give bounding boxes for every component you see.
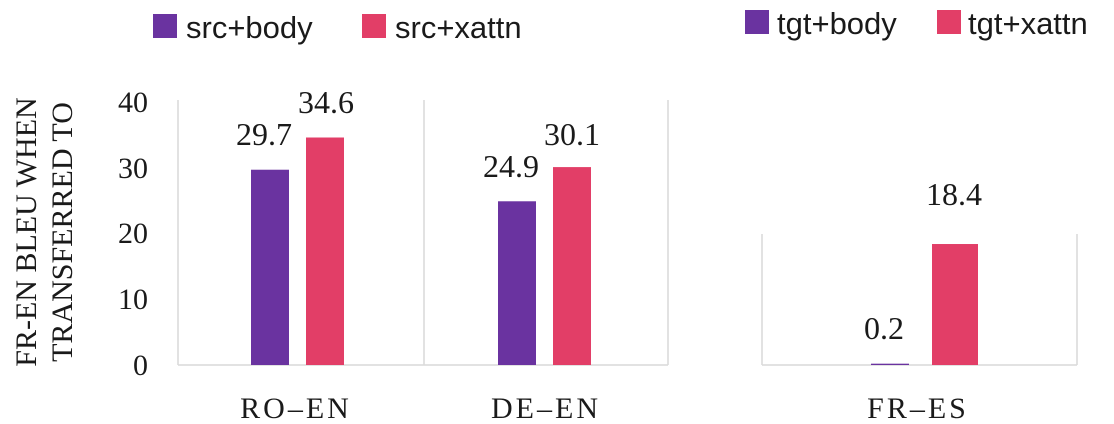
right-panel-frame <box>761 234 1078 366</box>
bar-fr-es-tgt-body <box>871 363 909 365</box>
y-axis-label-line-1: FR-EN BLEU WHEN <box>10 97 43 366</box>
data-label-fr-es-tgt-xattn: 18.4 <box>926 176 982 212</box>
data-label-ro-en-src-body: 29.7 <box>236 116 292 152</box>
y-tick-label-0: 0 <box>133 349 148 382</box>
legend-right: tgt+body tgt+xattn <box>745 6 1088 41</box>
bar-ro-en-src-body <box>251 169 289 365</box>
x-category-label-ro-en: RO–EN <box>240 392 352 424</box>
legend-label-src-body: src+body <box>186 10 313 45</box>
x-category-label-de-en: DE–EN <box>491 392 601 424</box>
x-category-label-fr-es: FR–ES <box>867 392 969 424</box>
y-tick-label-10: 10 <box>118 283 148 316</box>
x-category-labels: RO–EN DE–EN FR–ES <box>240 392 969 424</box>
legend-label-tgt-xattn: tgt+xattn <box>968 6 1088 41</box>
legend-label-src-xattn: src+xattn <box>395 10 522 45</box>
legend-left: src+body src+xattn <box>153 10 522 45</box>
bars <box>251 137 978 365</box>
bar-ro-en-src-xattn <box>306 137 344 365</box>
legend-swatch-tgt-xattn <box>937 10 961 34</box>
y-ticks: 0 10 20 30 40 <box>118 86 148 382</box>
data-label-fr-es-tgt-body: 0.2 <box>864 310 904 346</box>
y-tick-label-20: 20 <box>118 217 148 250</box>
bar-de-en-src-body <box>498 201 536 365</box>
y-tick-label-30: 30 <box>118 152 148 185</box>
legend-swatch-tgt-body <box>745 10 769 34</box>
legend-swatch-src-xattn <box>362 14 386 38</box>
data-label-de-en-src-xattn: 30.1 <box>544 116 600 152</box>
bar-de-en-src-xattn <box>553 167 591 365</box>
data-label-de-en-src-body: 24.9 <box>483 148 539 184</box>
data-label-ro-en-src-xattn: 34.6 <box>298 84 354 120</box>
legend-swatch-src-body <box>153 14 177 38</box>
bar-fr-es-tgt-xattn <box>932 244 978 365</box>
y-axis-label-line-2: TRANSFERRED TO <box>46 102 79 362</box>
legend-label-tgt-body: tgt+body <box>777 6 897 41</box>
data-labels: 29.7 34.6 24.9 30.1 0.2 18.4 <box>236 84 982 346</box>
y-tick-label-40: 40 <box>118 86 148 119</box>
